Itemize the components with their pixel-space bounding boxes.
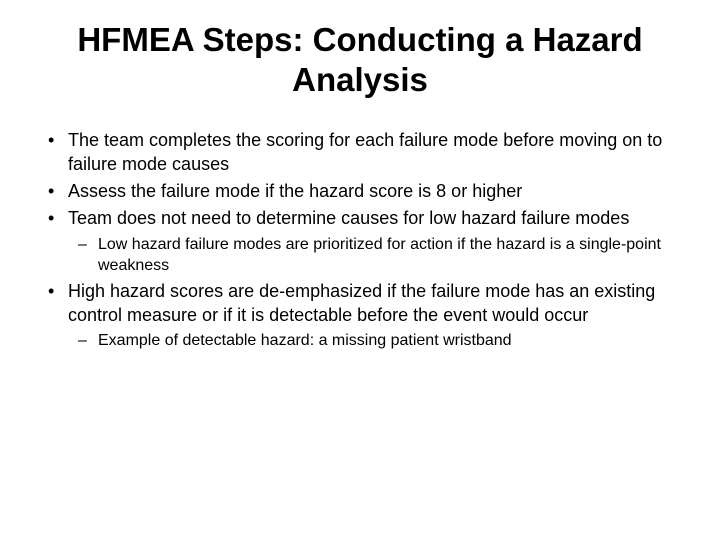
slide-content: The team completes the scoring for each … bbox=[30, 129, 690, 352]
bullet-text: Assess the failure mode if the hazard sc… bbox=[68, 181, 522, 201]
sub-bullet-item: Example of detectable hazard: a missing … bbox=[68, 331, 680, 352]
bullet-item: High hazard scores are de-emphasized if … bbox=[40, 280, 680, 352]
sub-bullet-item: Low hazard failure modes are prioritized… bbox=[68, 235, 680, 277]
sub-bullet-list: Low hazard failure modes are prioritized… bbox=[68, 235, 680, 277]
bullet-item: Assess the failure mode if the hazard sc… bbox=[40, 180, 680, 203]
sub-bullet-text: Example of detectable hazard: a missing … bbox=[98, 332, 512, 349]
bullet-text: The team completes the scoring for each … bbox=[68, 130, 662, 173]
slide-title: HFMEA Steps: Conducting a Hazard Analysi… bbox=[30, 20, 690, 99]
sub-bullet-list: Example of detectable hazard: a missing … bbox=[68, 331, 680, 352]
bullet-list: The team completes the scoring for each … bbox=[40, 129, 680, 352]
bullet-item: Team does not need to determine causes f… bbox=[40, 207, 680, 276]
sub-bullet-text: Low hazard failure modes are prioritized… bbox=[98, 236, 661, 274]
bullet-item: The team completes the scoring for each … bbox=[40, 129, 680, 176]
bullet-text: High hazard scores are de-emphasized if … bbox=[68, 281, 655, 324]
bullet-text: Team does not need to determine causes f… bbox=[68, 208, 629, 228]
